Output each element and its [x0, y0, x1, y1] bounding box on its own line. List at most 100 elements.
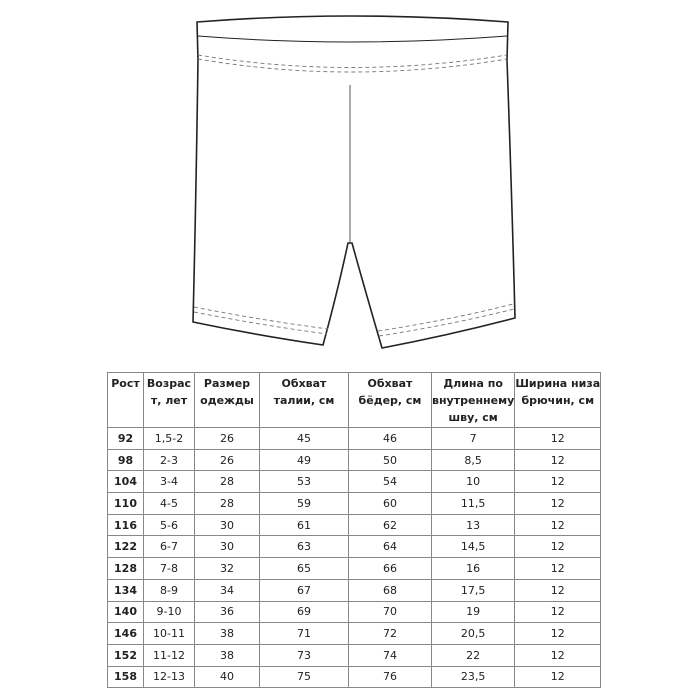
table-cell: 49 — [259, 448, 349, 472]
table-cell: 12 — [514, 665, 602, 689]
table-cell: 68 — [348, 578, 432, 602]
waistband-edge — [197, 35, 508, 43]
table-header-row: Рост Возрас т, лет Размер одежды Обхват … — [107, 372, 602, 428]
table-cell: 38 — [194, 622, 260, 645]
table-cell: 140 — [107, 600, 144, 624]
table-cell: 66 — [348, 557, 432, 580]
table-cell: 9-10 — [143, 600, 195, 624]
table-cell: 7-8 — [143, 557, 195, 580]
table-cell: 64 — [348, 535, 432, 559]
table-cell: 12 — [514, 622, 602, 645]
header-inseam: Длина по внутреннему шву, см — [430, 372, 516, 428]
table-cell: 45 — [259, 427, 349, 450]
table-cell: 152 — [107, 643, 144, 667]
table-cell: 62 — [348, 513, 432, 537]
table-cell: 12 — [514, 448, 602, 472]
table-row: 104 3-4 28 53 54 10 12 — [107, 470, 602, 494]
table-cell: 116 — [107, 513, 144, 537]
table-cell: 8-9 — [143, 578, 195, 602]
table-cell: 5-6 — [143, 513, 195, 537]
header-age: Возрас т, лет — [143, 372, 195, 428]
table-cell: 8,5 — [430, 448, 516, 472]
table-row: 134 8-9 34 67 68 17,5 12 — [107, 578, 602, 602]
table-cell: 30 — [194, 513, 260, 537]
size-table: Рост Возрас т, лет Размер одежды Обхват … — [107, 372, 602, 689]
table-cell: 36 — [194, 600, 260, 624]
table-cell: 2-3 — [143, 448, 195, 472]
table-cell: 63 — [259, 535, 349, 559]
shorts-outline — [192, 15, 516, 349]
left-hem-stitch-1 — [193, 306, 329, 330]
waist-stitch-1 — [197, 54, 508, 68]
table-cell: 7 — [430, 427, 516, 450]
header-waist: Обхват талии, см — [259, 372, 349, 428]
shorts-sketch — [192, 15, 516, 349]
table-cell: 110 — [107, 492, 144, 515]
table-cell: 12 — [514, 600, 602, 624]
table-cell: 104 — [107, 470, 144, 494]
table-cell: 30 — [194, 535, 260, 559]
table-cell: 146 — [107, 622, 144, 645]
table-row: 110 4-5 28 59 60 11,5 12 — [107, 492, 602, 515]
table-cell: 158 — [107, 665, 144, 689]
table-cell: 12 — [514, 535, 602, 559]
table-cell: 12 — [514, 470, 602, 494]
table-cell: 69 — [259, 600, 349, 624]
table-cell: 76 — [348, 665, 432, 689]
table-cell: 12 — [514, 513, 602, 537]
table-cell: 12-13 — [143, 665, 195, 689]
table-cell: 50 — [348, 448, 432, 472]
table-cell: 73 — [259, 643, 349, 667]
table-cell: 14,5 — [430, 535, 516, 559]
table-row: 152 11-12 38 73 74 22 12 — [107, 643, 602, 667]
table-cell: 92 — [107, 427, 144, 450]
table-cell: 12 — [514, 427, 602, 450]
table-cell: 74 — [348, 643, 432, 667]
table-cell: 46 — [348, 427, 432, 450]
table-cell: 134 — [107, 578, 144, 602]
table-cell: 65 — [259, 557, 349, 580]
table-cell: 72 — [348, 622, 432, 645]
table-cell: 6-7 — [143, 535, 195, 559]
header-height: Рост — [107, 372, 144, 428]
table-row: 140 9-10 36 69 70 19 12 — [107, 600, 602, 624]
table-cell: 28 — [194, 492, 260, 515]
table-cell: 40 — [194, 665, 260, 689]
table-cell: 13 — [430, 513, 516, 537]
header-size: Размер одежды — [194, 372, 260, 428]
table-cell: 22 — [430, 643, 516, 667]
table-cell: 61 — [259, 513, 349, 537]
table-cell: 4-5 — [143, 492, 195, 515]
table-cell: 12 — [514, 578, 602, 602]
table-cell: 28 — [194, 470, 260, 494]
table-cell: 26 — [194, 427, 260, 450]
table-row: 92 1,5-2 26 45 46 7 12 — [107, 427, 602, 450]
table-cell: 23,5 — [430, 665, 516, 689]
table-cell: 32 — [194, 557, 260, 580]
table-cell: 12 — [514, 492, 602, 515]
table-cell: 26 — [194, 448, 260, 472]
table-row: 158 12-13 40 75 76 23,5 12 — [107, 665, 602, 689]
table-cell: 54 — [348, 470, 432, 494]
table-cell: 11,5 — [430, 492, 516, 515]
table-cell: 67 — [259, 578, 349, 602]
table-cell: 3-4 — [143, 470, 195, 494]
right-hem-stitch-1 — [377, 303, 514, 332]
table-cell: 12 — [514, 557, 602, 580]
header-hips: Обхват бёдер, см — [348, 372, 432, 428]
table-cell: 128 — [107, 557, 144, 580]
table-cell: 71 — [259, 622, 349, 645]
table-cell: 16 — [430, 557, 516, 580]
table-cell: 12 — [514, 643, 602, 667]
table-cell: 38 — [194, 643, 260, 667]
table-cell: 10 — [430, 470, 516, 494]
table-row: 98 2-3 26 49 50 8,5 12 — [107, 448, 602, 472]
left-hem-stitch-2 — [193, 311, 328, 335]
table-cell: 53 — [259, 470, 349, 494]
table-cell: 11-12 — [143, 643, 195, 667]
table-cell: 122 — [107, 535, 144, 559]
table-row: 146 10-11 38 71 72 20,5 12 — [107, 622, 602, 645]
table-cell: 10-11 — [143, 622, 195, 645]
table-row: 122 6-7 30 63 64 14,5 12 — [107, 535, 602, 559]
right-hem-stitch-2 — [378, 308, 515, 337]
